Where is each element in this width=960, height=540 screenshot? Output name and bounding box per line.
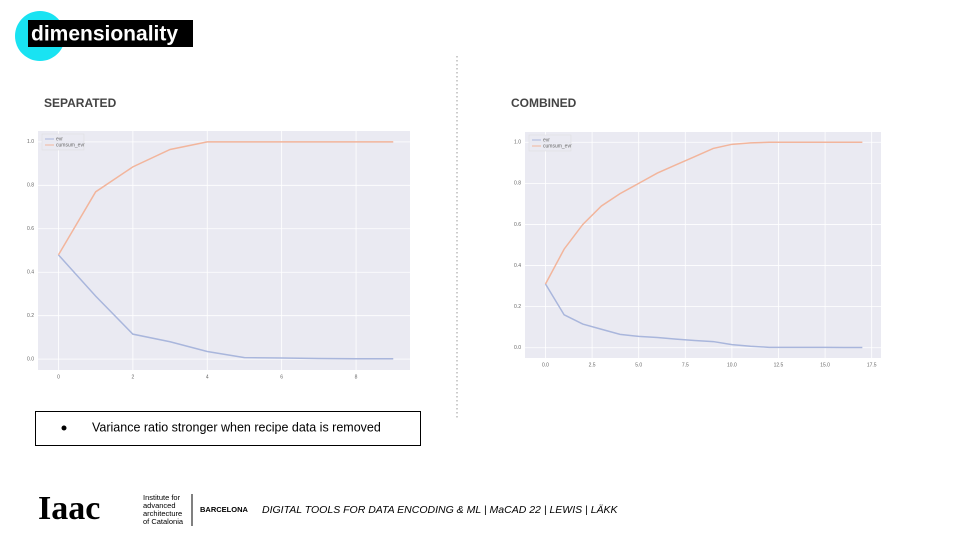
line-series xyxy=(544,283,863,349)
legend-label: cumsum_evr xyxy=(543,143,572,149)
line-series xyxy=(544,141,863,285)
y-tick-label: 0.2 xyxy=(27,313,34,319)
bullet-box xyxy=(35,411,421,446)
y-tick-label: 0.0 xyxy=(514,345,521,351)
institute-line: Institute for xyxy=(143,493,181,502)
legend-box xyxy=(41,133,85,151)
x-tick-label: 2.5 xyxy=(589,362,596,368)
x-tick-label: 10.0 xyxy=(727,362,737,368)
title-box xyxy=(28,20,193,47)
city: BARCELONA xyxy=(200,505,248,514)
x-tick-label: 8 xyxy=(355,374,358,380)
legend-label: cumsum_evr xyxy=(56,142,85,148)
y-tick-label: 0.6 xyxy=(514,222,521,228)
plot-area xyxy=(38,131,410,370)
y-tick-label: 0.8 xyxy=(27,183,34,189)
y-tick-label: 0.0 xyxy=(27,356,34,362)
x-tick-label: 4 xyxy=(206,374,209,380)
y-tick-label: 0.6 xyxy=(27,226,34,232)
footer: DIGITAL TOOLS FOR DATA ENCODING & ML | M… xyxy=(262,504,619,516)
chart-title: COMBINED xyxy=(511,96,577,110)
slide-title: dimensionality xyxy=(31,23,178,46)
y-tick-label: 0.2 xyxy=(514,304,521,310)
x-tick-label: 2 xyxy=(131,374,134,380)
x-tick-label: 5.0 xyxy=(635,362,642,368)
y-tick-label: 0.4 xyxy=(514,263,521,269)
bullet-text: Variance ratio stronger when recipe data… xyxy=(92,420,381,434)
y-tick-label: 0.8 xyxy=(514,181,521,187)
line-series xyxy=(57,254,394,360)
chart-title: SEPARATED xyxy=(44,96,117,110)
x-tick-label: 6 xyxy=(280,374,283,380)
legend-label: evr xyxy=(543,137,550,143)
y-tick-label: 1.0 xyxy=(27,139,34,145)
legend-label: evr xyxy=(56,136,63,142)
x-tick-label: 17.5 xyxy=(867,362,877,368)
logo: Iaac xyxy=(38,490,100,527)
x-tick-label: 0 xyxy=(57,374,60,380)
line-series xyxy=(57,141,394,256)
y-tick-label: 1.0 xyxy=(514,140,521,146)
x-tick-label: 12.5 xyxy=(774,362,784,368)
institute-line: advanced xyxy=(143,501,176,510)
institute-line: architecture xyxy=(143,509,182,518)
institute-line: of Catalonia xyxy=(143,517,184,526)
bullet-dot xyxy=(61,425,67,431)
x-tick-label: 7.5 xyxy=(682,362,689,368)
y-tick-label: 0.4 xyxy=(27,270,34,276)
plot-area xyxy=(525,132,881,358)
x-tick-label: 15.0 xyxy=(820,362,830,368)
legend-box xyxy=(528,134,572,152)
x-tick-label: 0.0 xyxy=(542,362,549,368)
